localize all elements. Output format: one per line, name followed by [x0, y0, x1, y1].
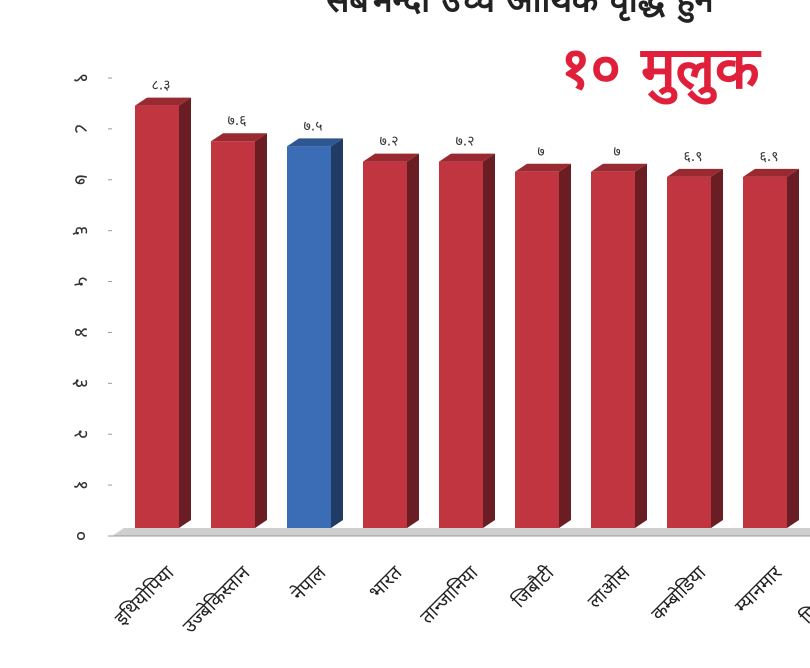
bar [515, 163, 571, 528]
value-label: ८.३ [151, 78, 170, 94]
y-tick-label: ७ [70, 175, 94, 185]
bar-top [743, 168, 799, 177]
x-tick-label: भारत [365, 561, 407, 603]
bar [363, 153, 419, 528]
chart-title: सबभन्दा उच्च आर्थिक वृद्धि हुने [325, 0, 714, 24]
bar-front [515, 171, 559, 528]
bar [287, 138, 343, 529]
y-tick-label: ६ [70, 225, 94, 235]
bar-side [407, 153, 419, 528]
bar-top [287, 138, 343, 147]
value-label: ७ [537, 144, 544, 160]
y-tick-label: १ [70, 480, 94, 490]
chart-subtitle: १० मुलुक [560, 34, 762, 105]
x-tick-label: नेपाल [286, 560, 331, 605]
floor [112, 528, 810, 536]
value-label: ७.२ [455, 134, 474, 150]
bar-side [635, 163, 647, 528]
bar-front [363, 161, 407, 528]
y-tick-label: ५ [70, 276, 94, 286]
value-label: ७.५ [303, 118, 322, 134]
bar-side [331, 138, 343, 529]
bar [211, 133, 267, 528]
value-label: ७.२ [379, 134, 398, 150]
bar-side [179, 97, 191, 528]
x-tick-label: म्यानमार [731, 561, 788, 618]
bar-side [711, 168, 723, 528]
bar-front [667, 176, 711, 528]
bar-side [255, 133, 267, 528]
x-tick-label: लाओस [583, 560, 635, 612]
bar-top [211, 133, 267, 142]
x-tick-label: कम्बोडिया [646, 560, 711, 625]
value-label: ६.९ [759, 149, 778, 165]
bar-top [515, 163, 571, 172]
bar-front [439, 161, 483, 528]
y-tick-label: ० [70, 531, 94, 541]
x-tick-label: उज्बेकिस्तान [178, 561, 255, 638]
bar-top [363, 153, 419, 162]
x-tick-label: इथियोपिया [110, 560, 179, 629]
bar-front [211, 141, 255, 528]
bar-top [591, 163, 647, 172]
bar [667, 168, 723, 528]
y-tick-label: ८ [70, 124, 94, 134]
bar [743, 168, 799, 528]
bar-top [439, 153, 495, 162]
y-tick-label: ९ [70, 73, 94, 83]
y-tick-label: ३ [70, 378, 94, 388]
value-label: ७ [613, 144, 620, 160]
y-tick-label: २ [70, 429, 94, 439]
bar-top [667, 168, 723, 177]
y-tick-label: ४ [70, 327, 94, 337]
bar-front [743, 176, 787, 528]
bar-front [287, 146, 331, 529]
bar [591, 163, 647, 528]
bar-side [787, 168, 799, 528]
value-label: ६.९ [683, 149, 702, 165]
bar [135, 97, 191, 528]
bar-top [135, 97, 191, 106]
bar-side [559, 163, 571, 528]
x-tick-label: जिबौटी [507, 560, 559, 612]
value-label: ७.६ [227, 113, 246, 129]
bar-front [135, 105, 179, 528]
bar-side [483, 153, 495, 528]
bar-front [591, 171, 635, 528]
x-tick-label: फिलिपिन्स [795, 560, 810, 628]
x-tick-label: तान्जानिया [415, 560, 483, 628]
bar [439, 153, 495, 528]
